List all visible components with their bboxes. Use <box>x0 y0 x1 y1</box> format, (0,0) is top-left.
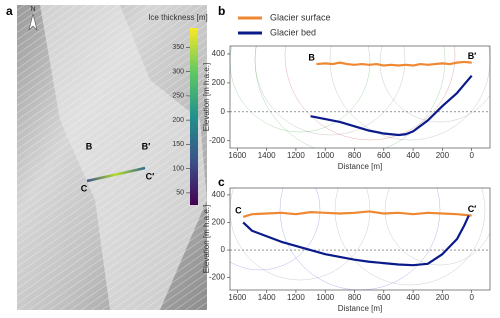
x-tick-label: 200 <box>436 293 450 302</box>
arc <box>254 46 446 148</box>
north-arrow <box>28 13 38 31</box>
profile-label: C <box>81 183 88 193</box>
arc <box>284 46 456 141</box>
arcs-b <box>230 46 490 148</box>
plot-frame <box>229 45 491 149</box>
y-tick-label: -200 <box>209 273 226 282</box>
series-line <box>316 60 472 67</box>
x-tick-label: 1600 <box>228 293 246 302</box>
y-axis-label: Elevation [m h.a.e.] <box>202 63 211 131</box>
series-line <box>242 210 472 218</box>
x-tick-label: 1400 <box>258 293 276 302</box>
y-tick-label: -200 <box>209 136 226 145</box>
x-axis-label: Distance [m] <box>338 162 382 171</box>
x-tick-label: 600 <box>377 151 391 160</box>
annotation: B <box>308 52 315 62</box>
profile-label: C′ <box>146 171 155 181</box>
annotation: C′ <box>468 204 477 214</box>
arcs-c <box>230 188 490 290</box>
x-tick-label: 600 <box>377 293 391 302</box>
x-tick-label: 800 <box>348 151 362 160</box>
x-axis-label: Distance [m] <box>338 304 382 313</box>
colorbar-tick-label: 100 <box>172 165 184 172</box>
profile-c <box>86 166 146 183</box>
y-tick-label: 200 <box>212 78 226 87</box>
panel-label: c <box>218 175 225 189</box>
x-tick-label: 200 <box>436 151 450 160</box>
x-tick-label: 0 <box>469 151 474 160</box>
arc <box>379 46 490 123</box>
colorbar-tick-label: 200 <box>172 117 184 124</box>
colorbar <box>190 28 198 205</box>
arc <box>329 46 490 141</box>
texture <box>17 5 207 310</box>
colorbar-title: Ice thickness [m] <box>148 13 208 22</box>
x-tick-label: 400 <box>406 293 420 302</box>
colorbar-tick-label: 300 <box>172 68 184 75</box>
series-line <box>242 215 470 267</box>
profile-label: B′ <box>142 141 151 151</box>
x-tick-label: 1400 <box>258 151 276 160</box>
arc <box>230 188 321 271</box>
x-tick-label: 1200 <box>287 151 305 160</box>
map-panel: N Ice thickness [m] B B′ C C′ a <box>6 4 208 310</box>
y-tick-label: 0 <box>221 245 226 254</box>
arc <box>230 188 371 281</box>
series-line <box>310 74 473 137</box>
y-tick-label: 200 <box>212 218 226 227</box>
y-tick-label: 400 <box>212 190 226 199</box>
north-label: N <box>30 6 35 13</box>
legend-label: Glacier surface <box>270 12 331 22</box>
x-tick-label: 0 <box>469 293 474 302</box>
panel-label: b <box>218 4 225 18</box>
colorbar-tick-label: 150 <box>172 141 184 148</box>
x-tick-label: 1000 <box>316 293 334 302</box>
annotation: B′ <box>468 51 477 61</box>
y-tick-label: 400 <box>212 49 226 58</box>
plot-frame <box>229 187 491 291</box>
colorbar-tick-label: 350 <box>172 44 184 51</box>
x-tick-label: 1200 <box>287 293 305 302</box>
x-tick-label: 400 <box>406 151 420 160</box>
legend-label: Glacier bed <box>270 27 316 37</box>
arc <box>384 188 490 266</box>
arc <box>230 46 371 133</box>
arc <box>279 188 441 290</box>
x-tick-label: 800 <box>348 293 362 302</box>
annotation: C <box>235 205 242 215</box>
y-axis-label: Elevation [m h.a.e.] <box>202 205 211 273</box>
colorbar-tick-label: 250 <box>172 93 184 100</box>
x-tick-label: 1600 <box>228 151 246 160</box>
y-tick-label: 0 <box>221 107 226 116</box>
x-tick-label: 1000 <box>316 151 334 160</box>
profile-label: B <box>86 141 93 151</box>
colorbar-tick-label: 50 <box>176 190 184 197</box>
panel-label: a <box>6 4 13 18</box>
arc <box>334 188 486 286</box>
